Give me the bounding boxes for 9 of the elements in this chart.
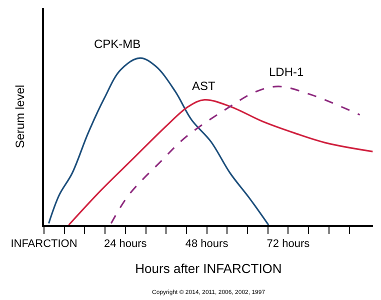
series-label: CPK-MB [94,37,141,51]
x-tick-label: 24 hours [104,238,148,250]
x-tick-label: 48 hours [185,238,229,250]
series-label: AST [192,79,216,93]
x-axis-title: Hours after INFARCTION [135,261,282,276]
series-label: LDH-1 [269,65,304,79]
y-axis-title: Serum level [13,84,27,148]
x-tick-label: 72 hours [266,238,310,250]
x-tick-label: INFARCTION [10,238,78,250]
